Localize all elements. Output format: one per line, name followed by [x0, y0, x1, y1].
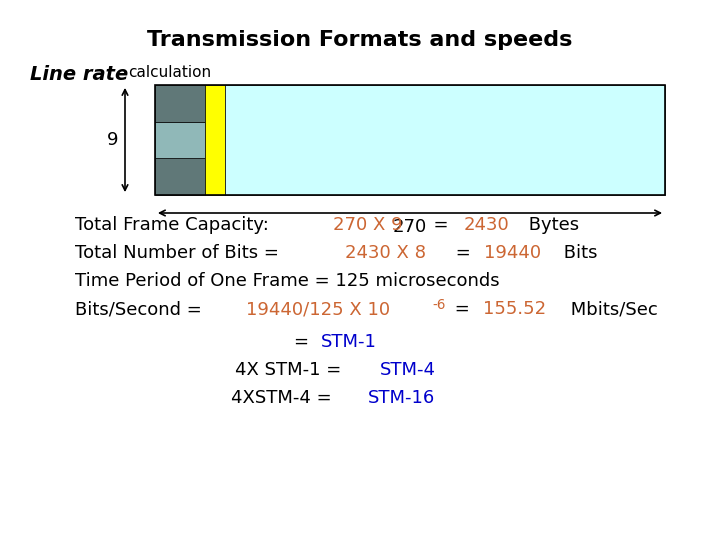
Text: STM-1: STM-1 — [321, 333, 377, 351]
Text: 2430 X 8: 2430 X 8 — [346, 244, 426, 262]
Text: =: = — [450, 244, 477, 262]
Text: 4X STM-1 =: 4X STM-1 = — [235, 361, 347, 379]
Text: 4XSTM-4 =: 4XSTM-4 = — [231, 389, 337, 407]
Bar — [155, 85, 205, 122]
Text: Mbits/Sec: Mbits/Sec — [564, 300, 657, 318]
Text: =: = — [449, 300, 476, 318]
Text: 9: 9 — [107, 131, 119, 149]
Text: Bits/Second =: Bits/Second = — [75, 300, 207, 318]
Text: 19440/125 X 10: 19440/125 X 10 — [246, 300, 390, 318]
Text: =: = — [423, 216, 454, 234]
Bar — [225, 85, 665, 195]
Text: 270: 270 — [393, 218, 427, 236]
Text: STM-16: STM-16 — [368, 389, 436, 407]
Text: Total Number of Bits =: Total Number of Bits = — [75, 244, 284, 262]
Text: STM-4: STM-4 — [380, 361, 436, 379]
Text: Total Frame Capacity:: Total Frame Capacity: — [75, 216, 274, 234]
Bar — [205, 85, 225, 195]
Bar — [155, 158, 205, 195]
Text: 19440: 19440 — [484, 244, 541, 262]
Text: Line rate: Line rate — [30, 65, 128, 84]
Text: 2430: 2430 — [464, 216, 510, 234]
Bar — [155, 122, 205, 158]
Text: 270 X 9: 270 X 9 — [333, 216, 402, 234]
Text: Time Period of One Frame = 125 microseconds: Time Period of One Frame = 125 microseco… — [75, 272, 500, 290]
Text: =: = — [294, 333, 315, 351]
Text: Bits: Bits — [558, 244, 598, 262]
Text: Bytes: Bytes — [523, 216, 579, 234]
Bar — [155, 85, 665, 195]
Text: -6: -6 — [432, 298, 445, 312]
Text: calculation: calculation — [128, 65, 211, 80]
Text: 155.52: 155.52 — [483, 300, 546, 318]
Text: Transmission Formats and speeds: Transmission Formats and speeds — [148, 30, 572, 50]
